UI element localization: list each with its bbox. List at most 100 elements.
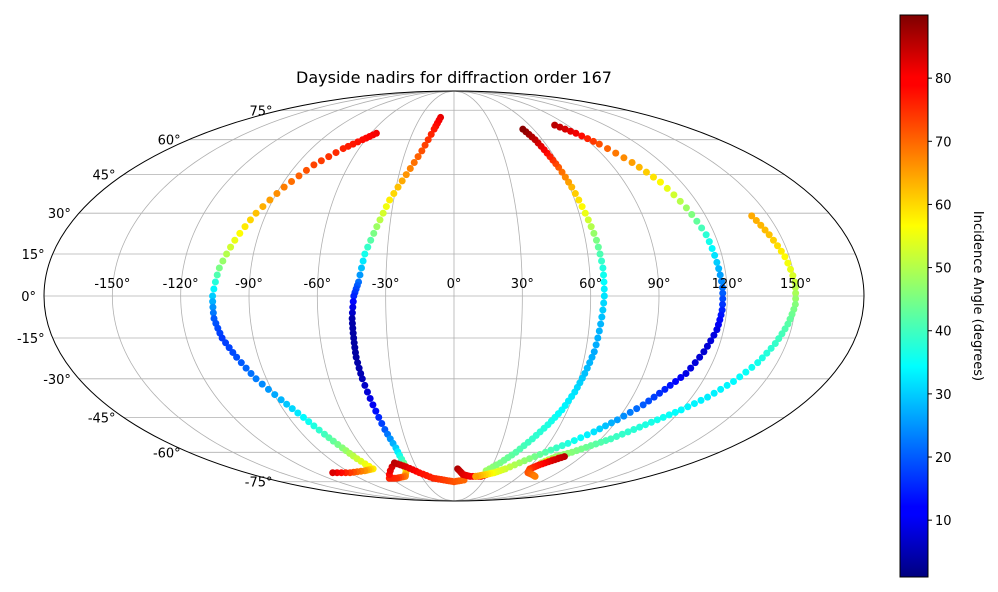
longitude-tick-label: 90° <box>647 277 670 292</box>
latitude-tick-label: -30° <box>43 373 71 388</box>
latitude-tick-label: 15° <box>22 248 45 263</box>
longitude-tick-label: 0° <box>447 277 462 292</box>
data-point <box>581 369 589 377</box>
data-point <box>568 183 576 191</box>
data-point <box>271 391 279 399</box>
data-point <box>666 381 674 389</box>
data-point <box>742 368 750 376</box>
map-boundary <box>43 90 865 502</box>
data-point <box>584 135 592 143</box>
latitude-tick-label: -75° <box>245 476 273 491</box>
latitude-tick-label: 45° <box>93 169 116 184</box>
data-point <box>590 348 598 356</box>
data-point <box>684 403 692 411</box>
meridian-gridline <box>248 91 455 501</box>
data-point <box>671 408 679 416</box>
data-point <box>225 344 233 352</box>
data-point <box>209 292 217 300</box>
data-point <box>752 217 760 225</box>
data-point <box>427 130 435 138</box>
data-point <box>600 278 608 286</box>
data-point <box>558 168 566 176</box>
data-point <box>378 419 386 427</box>
data-point <box>382 203 390 211</box>
data-point <box>607 419 615 427</box>
data-point <box>693 217 701 225</box>
longitude-tick-label: -150° <box>94 277 130 292</box>
data-point <box>691 359 699 367</box>
data-point <box>775 335 783 343</box>
data-point <box>595 140 603 148</box>
data-point <box>595 327 603 335</box>
data-point <box>325 153 333 161</box>
meridian-gridline <box>111 91 455 501</box>
data-point <box>620 412 628 420</box>
data-point <box>556 123 564 131</box>
data-point <box>280 183 288 191</box>
colorbar-tick-label: 10 <box>935 514 952 529</box>
data-point <box>613 433 621 441</box>
meridian-gridline <box>453 91 728 501</box>
data-point <box>698 224 706 232</box>
data-point <box>647 418 655 426</box>
data-point <box>715 265 723 273</box>
colorbar-tick-label: 50 <box>935 262 952 277</box>
data-point <box>748 212 756 220</box>
data-point <box>676 197 684 205</box>
data-point <box>236 229 244 237</box>
data-point <box>718 277 726 285</box>
data-point <box>252 375 260 383</box>
data-point <box>649 173 657 181</box>
data-point <box>364 243 372 251</box>
data-point <box>703 342 711 350</box>
data-point <box>367 236 375 244</box>
data-point <box>578 203 586 211</box>
data-point <box>594 243 602 251</box>
data-point <box>682 204 690 212</box>
data-point <box>690 400 698 408</box>
data-point <box>774 242 782 250</box>
latitude-tick-label: -45° <box>88 411 116 426</box>
data-point <box>348 309 356 317</box>
data-point <box>792 289 800 297</box>
data-point <box>373 223 381 231</box>
data-point <box>599 306 607 314</box>
longitude-tick-label: 60° <box>579 277 602 292</box>
data-point <box>641 421 649 429</box>
data-point <box>650 393 658 401</box>
data-point <box>273 190 281 198</box>
data-point <box>710 389 718 397</box>
data-point <box>531 472 539 480</box>
data-point <box>598 313 606 321</box>
data-point <box>294 409 302 417</box>
data-point <box>581 209 589 217</box>
data-point <box>215 264 223 272</box>
longitude-tick-label: -120° <box>163 277 199 292</box>
data-point <box>787 265 795 273</box>
data-point <box>358 375 366 383</box>
data-point <box>561 173 569 181</box>
data-point <box>599 264 607 272</box>
data-point <box>572 129 580 137</box>
data-point <box>702 231 710 239</box>
data-point <box>765 231 773 239</box>
colorbar-tick-label: 20 <box>935 451 952 466</box>
latitude-tick-label: 60° <box>158 134 181 149</box>
data-point <box>356 271 364 279</box>
data-point <box>229 348 237 356</box>
data-point <box>587 223 595 231</box>
data-point <box>713 258 721 266</box>
data-point <box>792 295 800 303</box>
data-point <box>705 238 713 246</box>
data-point <box>332 149 340 157</box>
data-point <box>233 353 241 361</box>
data-point <box>624 428 632 436</box>
data-point <box>719 284 727 292</box>
data-point <box>375 413 383 421</box>
data-point <box>653 416 661 424</box>
data-point <box>600 299 608 307</box>
data-point <box>661 385 669 393</box>
data-point <box>421 141 429 149</box>
data-point <box>329 469 337 477</box>
meridian-gridline <box>453 91 523 501</box>
